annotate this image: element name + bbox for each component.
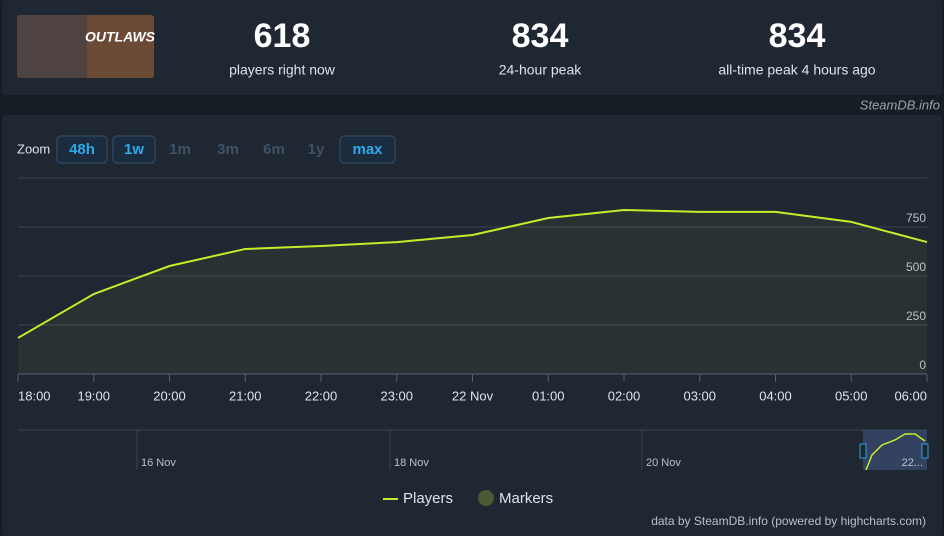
stat-label: players right now	[229, 62, 336, 78]
navigator-label: 22...	[902, 457, 923, 469]
x-tick-label: 18:00	[18, 388, 51, 403]
stat-label: all-time peak 4 hours ago	[718, 62, 875, 78]
zoom-button[interactable]	[112, 135, 156, 164]
zoom-button-label[interactable]: max	[352, 141, 383, 158]
stat-value: 834	[769, 17, 826, 55]
footer[interactable]: data by SteamDB.info (powered by highcha…	[651, 514, 926, 528]
navigator-label: 18 Nov	[394, 457, 429, 469]
y-tick-label: 0	[919, 358, 926, 372]
x-tick-label: 20:00	[153, 388, 186, 403]
zoom-button-label[interactable]: 1m	[169, 141, 191, 158]
stat-label: 24-hour peak	[499, 62, 583, 78]
navigator-label: 20 Nov	[646, 457, 681, 469]
navigator-label: 16 Nov	[141, 457, 176, 469]
game-image-shade	[17, 15, 87, 78]
x-tick-label: 06:00	[894, 388, 927, 403]
x-tick-label: 01:00	[532, 388, 565, 403]
zoom-button-label[interactable]: 3m	[217, 141, 239, 158]
game-logo: OUTLAWS	[85, 29, 156, 45]
navigator-handle[interactable]	[859, 443, 867, 459]
x-tick-label: 02:00	[608, 388, 641, 403]
x-tick-label: 22 Nov	[452, 388, 494, 403]
x-tick-label: 21:00	[229, 388, 262, 403]
navigator-handle[interactable]	[921, 443, 929, 459]
navigator-selection[interactable]	[863, 430, 927, 470]
x-tick-label: 19:00	[77, 388, 110, 403]
y-tick-label: 750	[906, 211, 926, 225]
y-tick-label: 500	[906, 260, 926, 274]
zoom-button[interactable]	[339, 135, 396, 164]
zoom-buttons: 48h 1w 1m 3m 6m 1y max	[56, 135, 396, 164]
series-area	[18, 209, 927, 374]
zoom-button-label[interactable]: 1y	[308, 141, 325, 158]
x-tick-label: 04:00	[759, 388, 792, 403]
plot: 0 250 500 750 18:00 19:00 20:00 21:00 22:00 23:00…	[17, 177, 928, 403]
x-tick-label: 03:00	[683, 388, 716, 403]
legend-symbol[interactable]	[478, 490, 494, 506]
credit[interactable]: SteamDB.info	[860, 97, 940, 112]
legend-label[interactable]: Players	[403, 490, 453, 507]
zoom-button[interactable]	[56, 135, 108, 164]
zoom-button-label[interactable]: 6m	[263, 141, 285, 158]
zoom-button-label[interactable]: 1w	[124, 141, 144, 158]
series-line	[17, 208, 928, 339]
x-tick-label: 23:00	[380, 388, 413, 403]
stat-value: 618	[254, 17, 311, 55]
legend-label[interactable]: Markers	[499, 490, 553, 507]
zoom-button-label[interactable]: 48h	[69, 141, 95, 158]
zoom-label: Zoom	[17, 141, 50, 156]
x-tick-label: 22:00	[305, 388, 338, 403]
stat-value: 834	[512, 17, 569, 55]
navigator-series	[865, 433, 926, 471]
x-tick-label: 05:00	[835, 388, 868, 403]
header-card	[2, 0, 942, 95]
y-tick-label: 250	[906, 309, 926, 323]
